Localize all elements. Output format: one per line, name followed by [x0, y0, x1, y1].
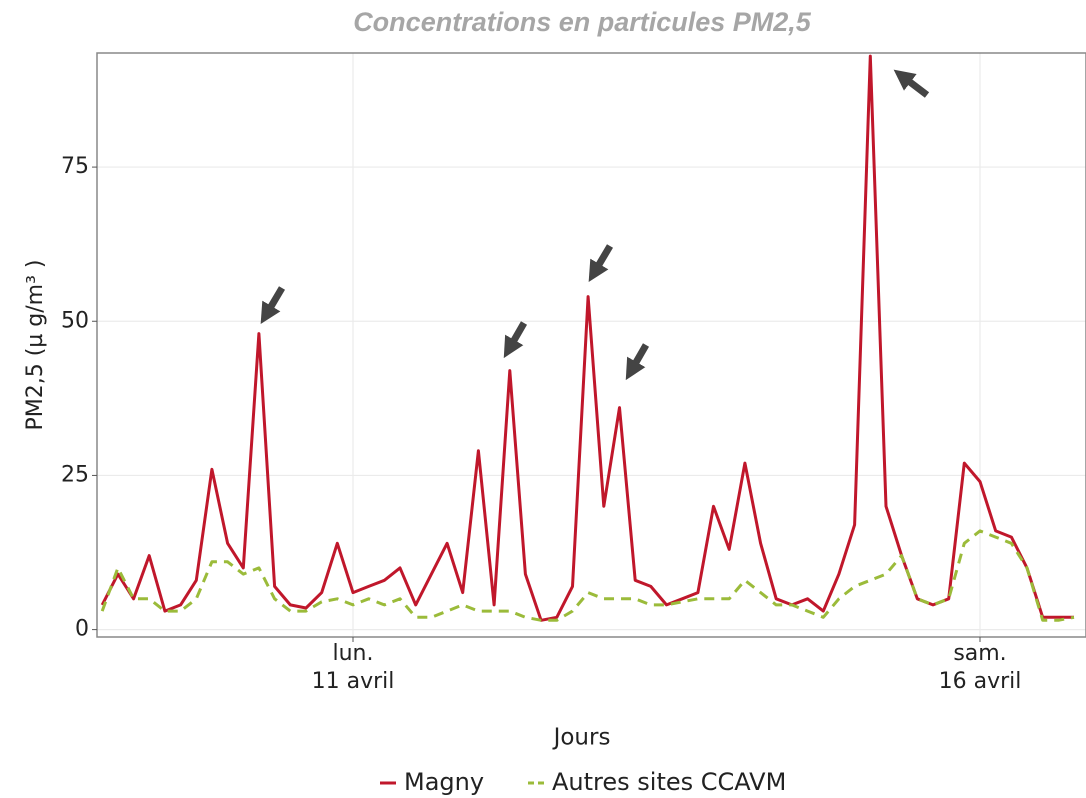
annotation-arrows	[260, 69, 930, 381]
series-line	[100, 54, 1074, 622]
chart-title: Concentrations en particules PM2,5	[353, 7, 812, 37]
y-axis-label: PM2,5 (µ g/m³ )	[23, 259, 48, 430]
arrow	[260, 286, 286, 325]
legend-label: Magny	[404, 768, 484, 796]
plot	[100, 54, 1075, 622]
series-line	[100, 529, 1075, 622]
y-tick-label: 50	[61, 308, 89, 333]
x-axis-label: Jours	[552, 725, 611, 751]
arrow	[893, 69, 930, 98]
legend: Magny Autres sites CCAVM	[380, 768, 786, 796]
y-tick-label: 0	[75, 617, 89, 642]
legend-label: Autres sites CCAVM	[552, 768, 786, 796]
arrow	[503, 321, 528, 359]
arrow	[588, 244, 614, 283]
arrow	[625, 343, 650, 381]
y-tick-label: 25	[61, 462, 89, 487]
plot-border	[96, 52, 1086, 638]
x-tick-label: lun. 11 avril	[311, 641, 395, 694]
y-tick-label: 75	[61, 154, 89, 179]
x-tick-label: sam. 16 avril	[938, 641, 1022, 694]
